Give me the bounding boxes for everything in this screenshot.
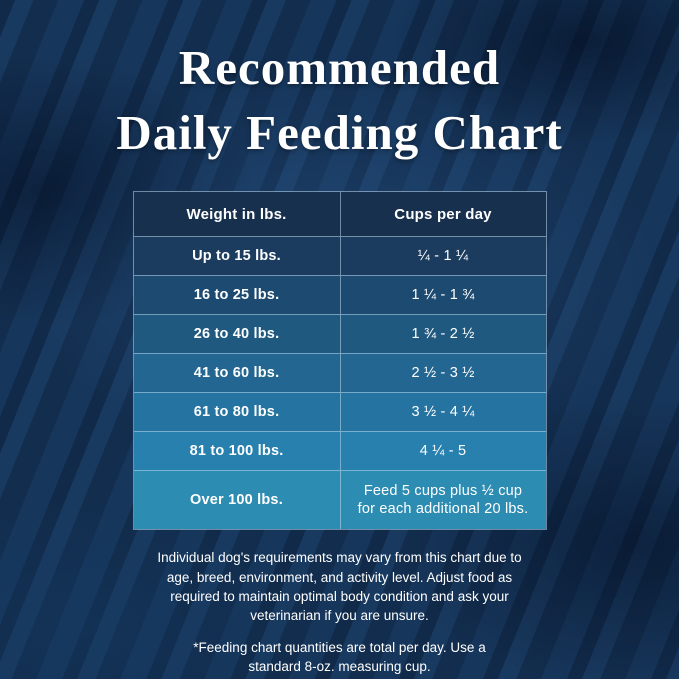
cups-cell: 1 ¾ - 2 ½ [339, 315, 546, 354]
footnote-text: *Feeding chart quantities are total per … [193, 639, 486, 675]
page-title: Recommended Daily Feeding Chart [0, 36, 679, 165]
weight-cell: 16 to 25 lbs. [193, 286, 280, 303]
cups-cell: Feed 5 cups plus ½ cup for each addition… [339, 471, 546, 530]
table-row: 16 to 25 lbs. 1 ¼ - 1 ¾ [133, 275, 546, 315]
weight-cell: 26 to 40 lbs. [193, 325, 280, 342]
column-header-cups: Cups per day [339, 192, 546, 237]
weight-cell: Over 100 lbs. [190, 491, 283, 508]
table-row: 41 to 60 lbs. 2 ½ - 3 ½ [133, 353, 546, 393]
disclaimer-text: Individual dog's requirements may vary f… [157, 550, 522, 623]
table-row: 81 to 100 lbs. 4 ¼ - 5 [133, 431, 546, 471]
weight-cell: 81 to 100 lbs. [189, 442, 284, 459]
page-title-line1: Recommended [178, 40, 501, 95]
weight-cell: Up to 15 lbs. [192, 247, 281, 264]
cups-cell: 3 ½ - 4 ¼ [339, 393, 546, 432]
weight-cell: 41 to 60 lbs. [193, 364, 280, 381]
page-title-line2: Daily Feeding Chart [116, 104, 563, 160]
cups-cell: 4 ¼ - 5 [339, 432, 546, 471]
table-row: Up to 15 lbs. ¼ - 1 ¼ [133, 236, 546, 276]
column-header-weight: Weight in lbs. [186, 205, 287, 223]
table-row: Over 100 lbs. Feed 5 cups plus ½ cup for… [133, 470, 546, 530]
cups-cell: ¼ - 1 ¼ [339, 237, 546, 276]
feeding-table: Weight in lbs. Cups per day Up to 15 lbs… [132, 191, 547, 531]
cups-cell: 2 ½ - 3 ½ [339, 354, 546, 393]
table-row: 61 to 80 lbs. 3 ½ - 4 ¼ [133, 392, 546, 432]
weight-cell: 61 to 80 lbs. [193, 403, 280, 420]
notes-section: Individual dog's requirements may vary f… [0, 548, 679, 676]
table-header-row: Weight in lbs. Cups per day [133, 192, 546, 237]
table-row: 26 to 40 lbs. 1 ¾ - 2 ½ [133, 314, 546, 354]
cups-cell: 1 ¼ - 1 ¾ [339, 276, 546, 315]
